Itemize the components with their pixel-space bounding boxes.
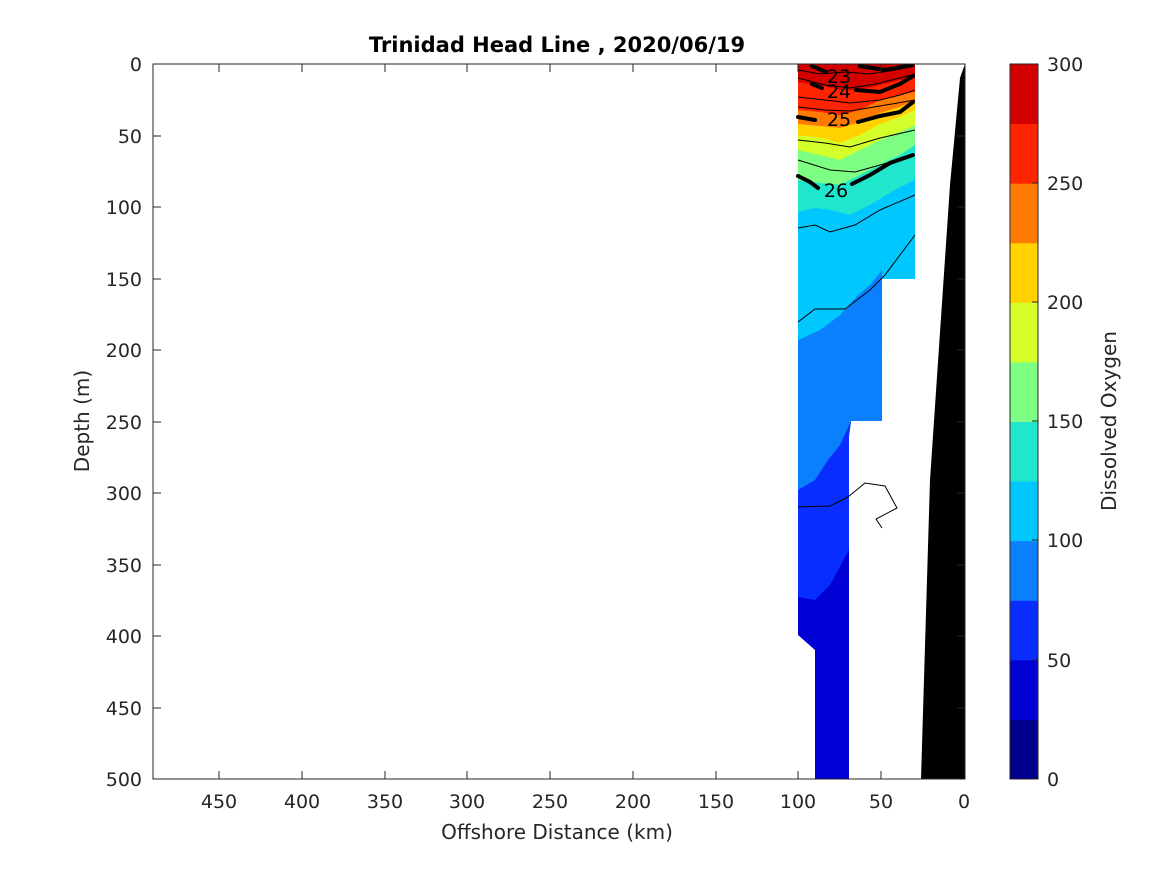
y-tick-label: 50 xyxy=(118,126,142,148)
colorbar-tick-label: 100 xyxy=(1047,530,1083,552)
colorbar-ticks xyxy=(1032,182,1038,661)
x-tick-label: 50 xyxy=(869,791,893,813)
contour-label-24: 24 xyxy=(827,81,851,103)
oxygen-band-100-125-upper xyxy=(798,180,915,340)
y-tick-label: 200 xyxy=(106,340,142,362)
y-tick-label: 0 xyxy=(130,54,142,76)
x-tick-label: 450 xyxy=(201,791,237,813)
colorbar-segment xyxy=(1010,183,1038,244)
colorbar-tick-label: 250 xyxy=(1047,173,1083,195)
thick-contours xyxy=(796,64,915,190)
bathymetry xyxy=(921,64,965,779)
y-tick-label: 350 xyxy=(106,555,142,577)
colorbar-tick-label: 0 xyxy=(1047,769,1059,791)
colorbar-segments xyxy=(1010,64,1038,780)
x-tick-label: 200 xyxy=(615,791,651,813)
oxygen-field: 23 24 25 26 xyxy=(796,64,965,779)
colorbar-tick-label: 150 xyxy=(1047,411,1083,433)
y-tick-label: 150 xyxy=(106,269,142,291)
x-tick-label: 100 xyxy=(780,791,816,813)
oxygen-band-75-100-mid xyxy=(798,270,882,413)
colorbar-segment xyxy=(1010,64,1038,125)
colorbar-segment xyxy=(1010,659,1038,720)
colorbar-tick-label: 200 xyxy=(1047,292,1083,314)
x-tick-label: 350 xyxy=(367,791,403,813)
x-tick-label: 400 xyxy=(284,791,320,813)
colorbar-tick-labels: 0 50 100 150 200 250 300 xyxy=(1047,54,1083,791)
y-tick-label: 500 xyxy=(106,769,142,791)
x-tick-label: 250 xyxy=(532,791,568,813)
colorbar-tick-label: 50 xyxy=(1047,650,1071,672)
y-tick-label: 450 xyxy=(106,698,142,720)
colorbar-segment xyxy=(1010,302,1038,363)
y-axis-label: Depth (m) xyxy=(70,370,94,472)
chart-title: Trinidad Head Line , 2020/06/19 xyxy=(369,33,745,57)
y-tick-label: 100 xyxy=(106,197,142,219)
x-tick-label: 300 xyxy=(449,791,485,813)
y-tick-label: 300 xyxy=(106,483,142,505)
x-tick-label: 0 xyxy=(958,791,970,813)
colorbar-segment xyxy=(1010,123,1038,184)
colorbar-label: Dissolved Oxygen xyxy=(1097,331,1121,511)
y-tick-label: 400 xyxy=(106,626,142,648)
y-tick-labels: 0 50 100 150 200 250 300 350 400 450 500 xyxy=(106,54,142,791)
colorbar: 0 50 100 150 200 250 300 Dissolved Oxyge… xyxy=(1009,54,1121,791)
y-tick-label: 250 xyxy=(106,412,142,434)
x-ticks xyxy=(218,64,882,779)
contour-label-25: 25 xyxy=(827,109,851,131)
x-tick-label: 150 xyxy=(698,791,734,813)
contour-label-23: 23 xyxy=(827,66,851,88)
x-axis-label: Offshore Distance (km) xyxy=(441,820,673,844)
colorbar-segment xyxy=(1010,242,1038,303)
colorbar-segment xyxy=(1010,421,1038,482)
y-ticks xyxy=(153,135,965,709)
x-tick-labels: 450 400 350 300 250 200 150 100 50 0 xyxy=(201,791,970,813)
thin-contours xyxy=(797,65,916,529)
contour-label-26: 26 xyxy=(824,180,848,202)
colorbar-segment xyxy=(1010,540,1038,601)
colorbar-segment xyxy=(1010,600,1038,661)
colorbar-tick-label: 300 xyxy=(1047,54,1083,76)
colorbar-segment xyxy=(1010,719,1038,780)
colorbar-segment xyxy=(1010,361,1038,422)
colorbar-segment xyxy=(1010,481,1038,542)
